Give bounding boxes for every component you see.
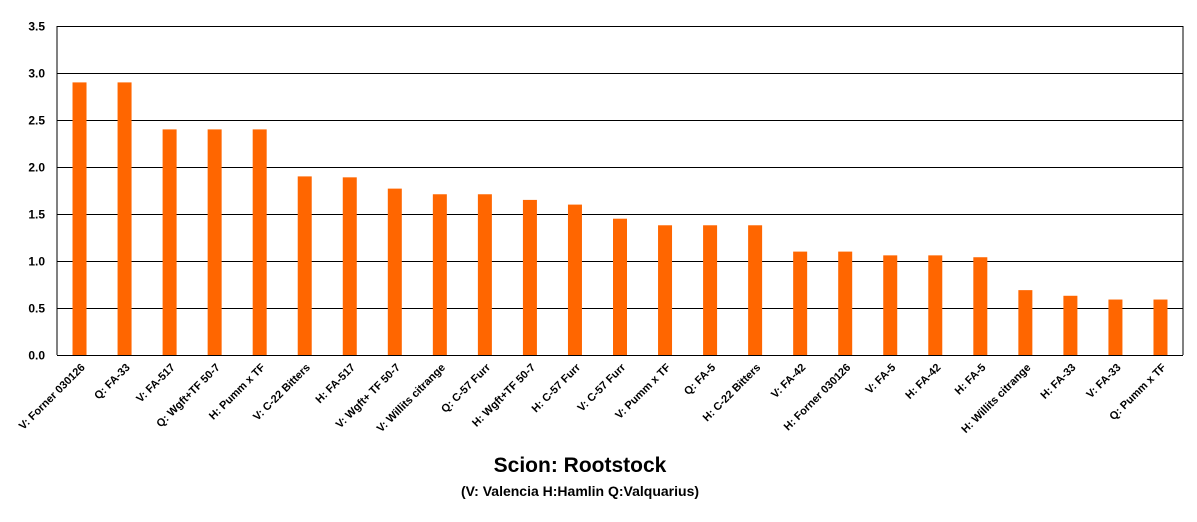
bar <box>928 255 943 355</box>
bar <box>477 194 492 355</box>
y-tick-label: 0.0 <box>28 349 45 363</box>
y-axis-ticks: 0.0 0.5 1.0 1.5 2.0 2.5 3.0 3.5 <box>28 20 45 363</box>
y-tick-label: 0.5 <box>28 302 45 316</box>
x-tick-label: Q: FA-33 <box>92 362 132 402</box>
bar <box>973 257 988 355</box>
bar <box>162 129 177 355</box>
bar <box>207 129 222 355</box>
bar <box>387 188 402 355</box>
bar <box>117 82 132 356</box>
bar <box>703 225 718 355</box>
bar <box>72 82 87 356</box>
x-tick-label: Q: FA-5 <box>682 362 718 398</box>
bar <box>793 251 808 355</box>
bars <box>72 82 1168 356</box>
y-tick-label: 1.5 <box>28 208 45 222</box>
bar <box>613 218 627 355</box>
bar <box>883 255 898 355</box>
bar <box>297 176 312 355</box>
bar <box>522 199 537 355</box>
y-tick-label: 3.0 <box>28 67 45 81</box>
y-tick-label: 2.5 <box>28 114 45 128</box>
y-tick-label: 1.0 <box>28 255 45 269</box>
x-tick-label: H: FA-42 <box>903 362 943 402</box>
x-tick-label: H: FA-33 <box>1038 362 1078 402</box>
bar <box>432 194 447 355</box>
bar <box>252 129 267 355</box>
y-tick-label: 3.5 <box>28 20 45 34</box>
x-tick-label: V: Forner 030126 <box>17 362 88 433</box>
y-tick-label: 2.0 <box>28 161 45 175</box>
x-tick-label: V: FA-42 <box>769 362 808 401</box>
bar <box>1018 290 1033 355</box>
x-tick-label: H: FA-517 <box>314 362 358 406</box>
bar <box>748 225 763 355</box>
bar <box>1108 299 1123 355</box>
bar <box>567 204 582 355</box>
bar <box>342 177 357 355</box>
x-tick-label: V: FA-5 <box>864 362 899 397</box>
bar <box>1063 295 1078 355</box>
bar <box>838 251 853 355</box>
x-axis-subtitle: (V: Valencia H:Hamlin Q:Valquarius) <box>460 483 700 499</box>
x-axis-title: Scion: Rootstock <box>493 454 667 477</box>
x-tick-label: H: FA-5 <box>953 362 989 398</box>
x-tick-label: V: FA-517 <box>134 362 178 406</box>
bar <box>658 225 673 355</box>
bar <box>1153 299 1168 355</box>
x-tick-label: V: FA-33 <box>1084 362 1123 401</box>
